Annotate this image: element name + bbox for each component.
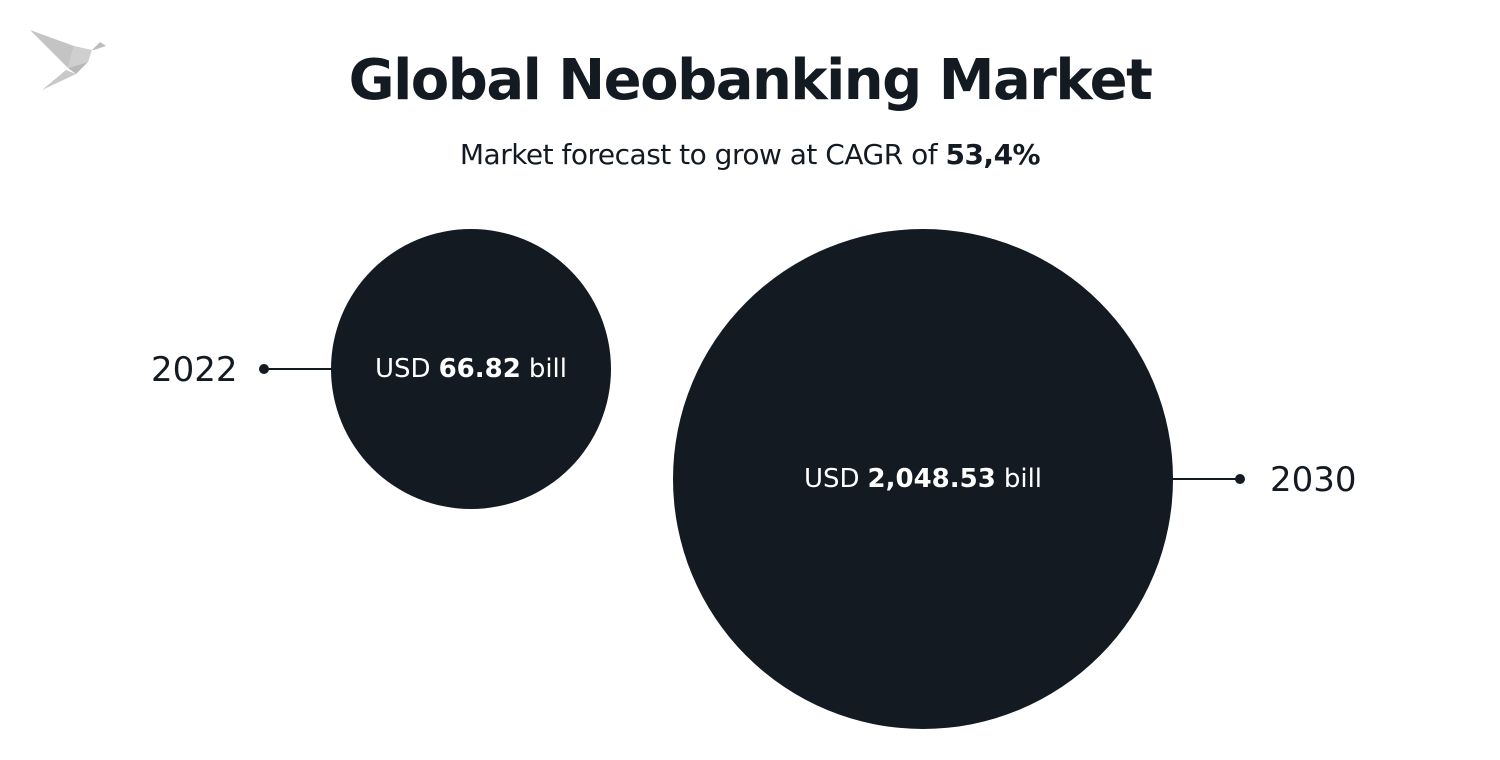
bubble-prefix: USD: [803, 464, 860, 494]
bubble-value: 66.82: [438, 354, 521, 384]
origami-bird-logo-icon: [28, 28, 108, 92]
bubble-value: 2,048.53: [867, 464, 996, 494]
bubble-2022: USD 66.82 bill: [331, 229, 611, 509]
bubble-suffix: bill: [1003, 464, 1043, 494]
leader-line-2022: [264, 368, 334, 370]
page-title: Global Neobanking Market: [348, 48, 1153, 113]
subtitle: Market forecast to grow at CAGR of 53,4%: [0, 138, 1500, 171]
leader-line-2030: [1172, 478, 1240, 480]
leader-dot-2030: [1235, 474, 1245, 484]
year-label-2022: 2022: [151, 350, 238, 390]
bubble-2030: USD 2,048.53 bill: [673, 229, 1173, 729]
cagr-value: 53,4%: [945, 138, 1041, 171]
year-label-2030: 2030: [1270, 460, 1357, 500]
subtitle-text: Market forecast to grow at CAGR of: [459, 138, 938, 171]
bubble-prefix: USD: [375, 354, 431, 384]
bubble-suffix: bill: [528, 354, 567, 384]
